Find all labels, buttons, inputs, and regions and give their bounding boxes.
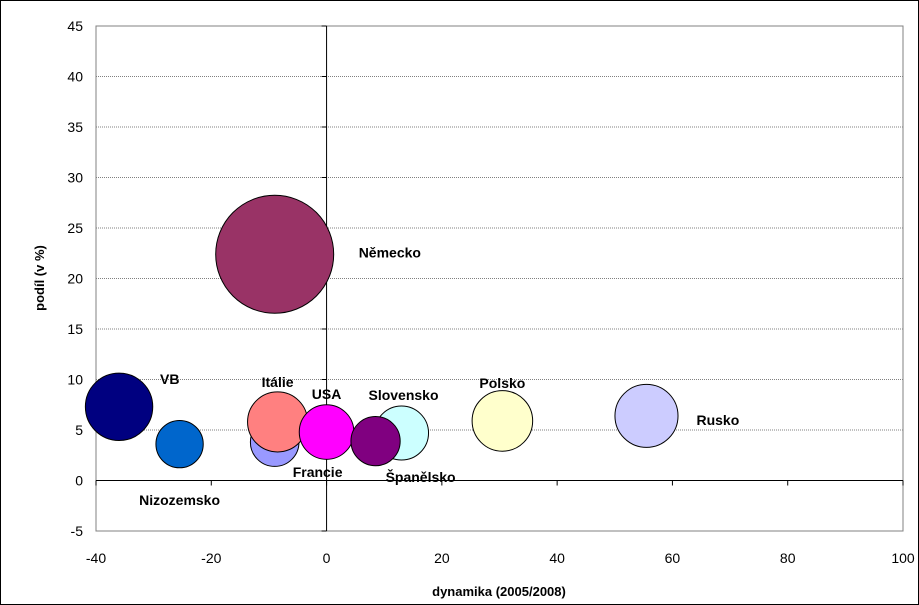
y-tick-label: 0 [75,473,83,489]
y-tick-label: 35 [67,119,83,135]
bubble-label-slovensko: Slovensko [368,387,438,403]
y-tick-label: 40 [67,69,83,85]
bubble-polsko [471,390,534,452]
bubble-label-rusko: Rusko [696,412,739,428]
bubble-label-polsko: Polsko [479,375,525,391]
y-tick-label: 15 [67,321,83,337]
x-tick-labels: -40 -20 0 20 40 60 80 100 [86,550,915,566]
y-tick-label: 30 [67,170,83,186]
y-tick-label: 45 [67,18,83,34]
x-tick-label: 20 [434,550,450,566]
bubble-labels: Německo VB Nizozemsko Francie Itálie USA Slove… [139,244,739,508]
bubble-label-vb: VB [160,371,179,387]
bubbles [84,194,679,469]
plot-area [95,25,904,532]
bubble-label-spanelsko: Španělsko [386,468,456,485]
bubble-rusko [614,383,679,448]
bubble-vb [84,372,154,441]
y-tick-label: 25 [67,220,83,236]
x-tick-label: -40 [86,550,106,566]
bubble-label-francie: Francie [293,464,343,480]
bubble-usa [298,404,355,460]
bubble-label-italie: Itálie [262,374,294,390]
bubble-italie [247,391,309,453]
y-tick-labels: -5 0 5 10 15 20 25 30 35 40 45 [67,18,83,539]
y-tick-label: 20 [67,271,83,287]
bubble-label-nizozemsko: Nizozemsko [139,492,220,508]
x-tick-label: 0 [323,550,331,566]
y-tick-label: 10 [67,372,83,388]
x-tick-label: 100 [891,550,915,566]
x-tick-label: 40 [549,550,565,566]
bubble-label-nemecko: Německo [359,244,421,260]
y-tick-label: -5 [71,523,84,539]
y-tick-label: 5 [75,422,83,438]
bubble-nemecko [215,194,335,314]
y-axis-title: podíl (v %) [32,245,47,311]
x-axis-title: dynamika (2005/2008) [432,584,566,599]
bubble-nizozemsko [155,419,204,469]
bubble-spanelsko [350,415,401,467]
x-tick-label: 60 [665,550,681,566]
x-tick-label: 80 [780,550,796,566]
x-tick-label: -20 [201,550,221,566]
bubble-label-usa: USA [312,386,342,402]
